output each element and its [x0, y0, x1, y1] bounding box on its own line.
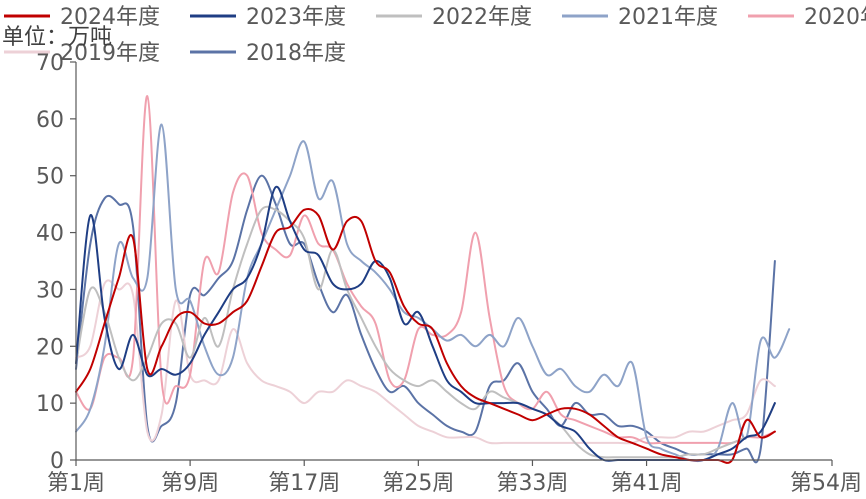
series-line — [75, 95, 776, 445]
legend-label: 2019年度 — [60, 41, 160, 66]
y-tick-label: 60 — [36, 108, 64, 133]
legend: 2024年度 2023年度 2022年度 2021年度 2020年度 2019年度 2018… — [4, 5, 866, 66]
x-tick-label: 第54周 — [790, 471, 862, 496]
x-tick-label: 第41周 — [611, 471, 683, 496]
legend-label: 2020年度 — [804, 5, 866, 30]
series-line — [75, 205, 776, 459]
y-tick-label: 50 — [36, 165, 64, 190]
y-tick-label: 30 — [36, 278, 64, 303]
x-axis-ticks: 第1周 第9周 第17周 第25周 第33周 第41周 第54周 — [47, 460, 862, 496]
unit-label: 单位：万吨 — [2, 25, 112, 50]
x-tick-label: 第1周 — [47, 471, 105, 496]
y-axis-ticks: 0 10 20 30 40 50 60 70 — [36, 51, 76, 474]
y-tick-label: 20 — [36, 335, 64, 360]
legend-label: 2018年度 — [246, 41, 346, 66]
x-tick-label: 第25周 — [382, 471, 454, 496]
x-tick-label: 第17周 — [268, 471, 340, 496]
y-tick-label: 70 — [36, 51, 64, 76]
legend-label: 2021年度 — [618, 5, 718, 30]
legend-label: 2024年度 — [60, 5, 160, 30]
y-tick-label: 10 — [36, 392, 64, 417]
y-tick-label: 40 — [36, 222, 64, 247]
series-lines — [75, 95, 791, 464]
legend-label: 2022年度 — [432, 5, 532, 30]
series-line — [75, 186, 776, 462]
series-line — [75, 123, 791, 463]
x-tick-label: 第33周 — [496, 471, 568, 496]
series-line — [75, 207, 776, 464]
series-line — [75, 279, 776, 445]
legend-label: 2023年度 — [246, 5, 346, 30]
y-tick-label: 0 — [50, 449, 64, 474]
x-tick-label: 第9周 — [161, 471, 219, 496]
